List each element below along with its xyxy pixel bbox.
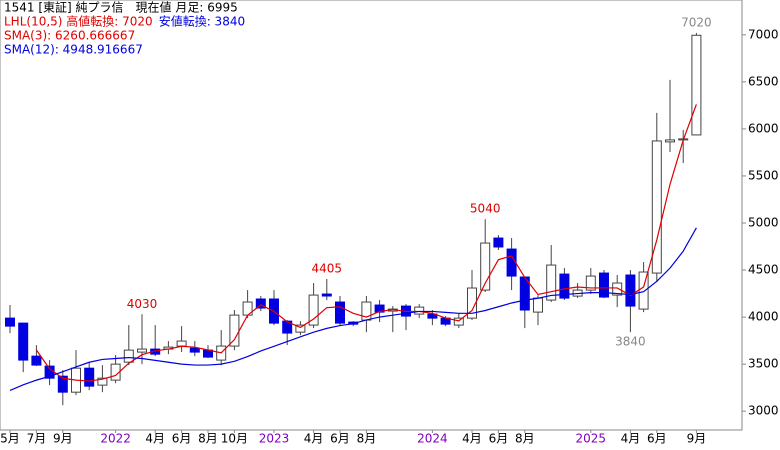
candle-body [480, 242, 491, 291]
x-tick-label: 6月 [489, 432, 509, 446]
candle-body [625, 274, 636, 307]
candle-body [651, 140, 662, 274]
candle-body [559, 273, 570, 299]
low-label: 3840 [615, 335, 646, 349]
candle-body [229, 314, 240, 347]
sma-line [35, 104, 697, 382]
candle-body [533, 297, 543, 313]
candle-body [665, 139, 675, 143]
x-tick-label: 4月 [462, 432, 482, 446]
candle-body [506, 248, 517, 277]
y-tick-label: 3500 [748, 357, 779, 371]
y-tick-label: 6500 [748, 74, 779, 88]
candle-body [335, 301, 345, 324]
x-tick-label: 10月 [221, 432, 248, 446]
candle-body [57, 375, 68, 393]
candle-body [585, 275, 596, 291]
candle-body [691, 34, 702, 136]
lhl-label: LHL(10,5) 高値転換: 7020 [4, 14, 153, 29]
candle-body [374, 304, 385, 313]
x-tick-label: 4月 [145, 432, 165, 446]
candle-body [18, 322, 29, 361]
x-tick-label: 6月 [172, 432, 192, 446]
y-tick-label: 5500 [748, 168, 779, 182]
candle-body [612, 282, 623, 296]
y-tick-label: 7000 [748, 27, 779, 41]
x-tick-label: 2023 [259, 432, 290, 446]
x-tick-label: 6月 [647, 432, 667, 446]
candle-body [189, 347, 200, 353]
x-tick-label: 9月 [687, 432, 707, 446]
y-tick-label: 5000 [748, 215, 779, 229]
candle-body [308, 294, 319, 326]
high-label: 5040 [470, 202, 501, 216]
candle-body [546, 264, 557, 301]
candle-body [110, 363, 121, 381]
y-tick-label: 4000 [748, 310, 779, 324]
candle-body [493, 237, 504, 248]
candle-body [414, 306, 425, 315]
candle-body [467, 287, 477, 319]
candle-body [137, 348, 147, 353]
candle-body [123, 349, 134, 363]
x-tick-label: 4月 [304, 432, 324, 446]
candle-body [453, 317, 464, 326]
candle-body [176, 340, 187, 347]
candle-body [31, 355, 42, 366]
x-tick-label: 9月 [53, 432, 73, 446]
lhl-label: 安値転換: 3840 [159, 14, 245, 29]
legend-entry: SMA(3): 6260.666667 [4, 29, 135, 43]
x-tick-label: 4月 [621, 432, 641, 446]
candle-body [5, 317, 15, 327]
high-label: 4030 [127, 297, 158, 311]
x-tick-label: 8月 [515, 432, 535, 446]
candle-body [84, 367, 95, 387]
x-tick-label: 2024 [417, 432, 448, 446]
x-tick-label: 6月 [330, 432, 350, 446]
y-tick-label: 3000 [748, 404, 779, 418]
x-tick-label: 7月 [27, 432, 47, 446]
candle-body [295, 324, 306, 333]
x-tick-label: 8月 [357, 432, 377, 446]
y-tick-label: 4500 [748, 263, 779, 277]
x-tick-label: 2025 [576, 432, 607, 446]
high-label: 4405 [312, 261, 343, 275]
sma-line [9, 227, 697, 392]
candle-body [150, 348, 161, 355]
candle-body [599, 272, 609, 298]
candle-body [97, 377, 108, 386]
y-tick-label: 6000 [748, 121, 779, 135]
chart-title: 1541 [東証] 純プラ信 現在値 月足: 6995 [4, 0, 238, 15]
x-tick-label: 2022 [100, 432, 131, 446]
x-tick-label: 8月 [198, 432, 218, 446]
high-label: 7020 [681, 15, 712, 29]
candle-body [321, 293, 332, 297]
x-tick-label: 5月 [0, 432, 20, 446]
legend-entry: SMA(12): 4948.916667 [4, 43, 143, 57]
candle-body [427, 313, 438, 319]
candle-body [255, 298, 266, 309]
